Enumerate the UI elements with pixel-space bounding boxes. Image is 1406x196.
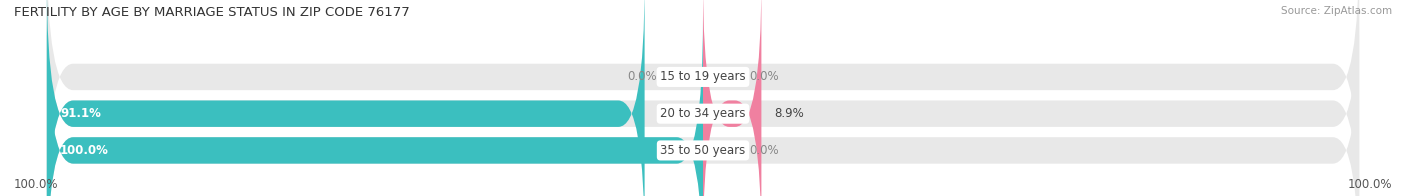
Text: 20 to 34 years: 20 to 34 years (661, 107, 745, 120)
FancyBboxPatch shape (46, 17, 1360, 196)
Text: 15 to 19 years: 15 to 19 years (661, 70, 745, 83)
Text: 91.1%: 91.1% (60, 107, 101, 120)
Text: 0.0%: 0.0% (749, 70, 779, 83)
FancyBboxPatch shape (46, 17, 703, 196)
Text: 0.0%: 0.0% (749, 144, 779, 157)
Text: FERTILITY BY AGE BY MARRIAGE STATUS IN ZIP CODE 76177: FERTILITY BY AGE BY MARRIAGE STATUS IN Z… (14, 6, 409, 19)
FancyBboxPatch shape (46, 0, 644, 196)
Text: Source: ZipAtlas.com: Source: ZipAtlas.com (1281, 6, 1392, 16)
Text: 35 to 50 years: 35 to 50 years (661, 144, 745, 157)
Text: 100.0%: 100.0% (60, 144, 108, 157)
FancyBboxPatch shape (703, 0, 762, 196)
FancyBboxPatch shape (46, 0, 1360, 196)
Text: 100.0%: 100.0% (14, 178, 59, 191)
Text: 8.9%: 8.9% (775, 107, 804, 120)
Text: 0.0%: 0.0% (627, 70, 657, 83)
FancyBboxPatch shape (46, 0, 1360, 196)
Text: 100.0%: 100.0% (1347, 178, 1392, 191)
